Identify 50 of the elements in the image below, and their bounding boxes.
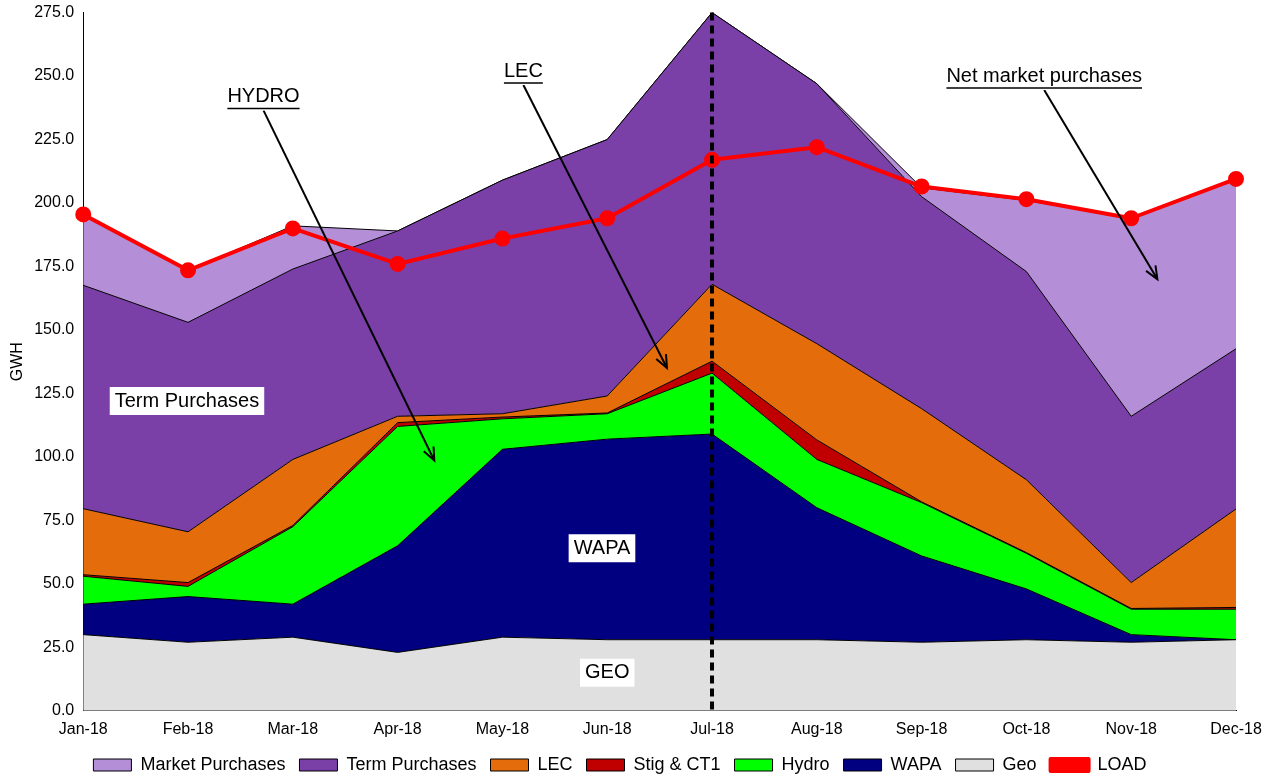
legend-label: WAPA (890, 753, 942, 774)
annotation: GEO (584, 660, 630, 683)
y-tick-label: 125.0 (34, 383, 75, 401)
legend-label: Geo (1002, 753, 1037, 774)
x-tick-label: Aug-18 (791, 719, 843, 737)
x-tick-label: May-18 (475, 719, 530, 737)
legend-label: Term Purchases (346, 753, 477, 774)
legend-label: Market Purchases (140, 753, 286, 774)
y-tick-label: 25.0 (43, 637, 75, 655)
legend-label: LEC (537, 753, 573, 774)
x-tick-label: Jun-18 (582, 719, 632, 737)
x-tick-label: Nov-18 (1105, 719, 1158, 737)
point (808, 139, 825, 156)
annotation: LEC (503, 58, 543, 81)
y-tick-label: 0.0 (51, 701, 75, 719)
annotation: WAPA (573, 535, 631, 558)
point (1018, 191, 1035, 208)
y-tick-label: 75.0 (43, 510, 75, 528)
y-tick-label: 100.0 (34, 447, 75, 465)
x-tick-label: Jan-18 (58, 719, 108, 737)
y-tick-label: 250.0 (34, 66, 75, 84)
legend-label: Stig & CT1 (633, 753, 721, 774)
point (599, 210, 616, 227)
point (494, 230, 511, 247)
annotation: Net market purchases (946, 63, 1143, 86)
point (75, 206, 92, 223)
annotation: HYDRO (227, 83, 300, 106)
point (284, 220, 301, 237)
y-tick-label: 225.0 (34, 129, 75, 147)
x-tick-label: Jul-18 (690, 719, 734, 737)
x-tick-label: Feb-18 (162, 719, 214, 737)
point (913, 178, 930, 195)
annotation: Term Purchases (114, 388, 260, 411)
x-tick-label: Apr-18 (373, 719, 422, 737)
x-tick-label: Oct-18 (1002, 719, 1051, 737)
y-tick-label: 275.0 (34, 3, 75, 21)
point (180, 262, 197, 279)
point (1123, 210, 1140, 227)
y-tick-label: 200.0 (34, 193, 75, 211)
x-tick-label: Dec-18 (1210, 719, 1262, 737)
y-tick-label: 150.0 (34, 320, 75, 338)
y-axis-title: GWH (8, 342, 26, 382)
legend-label: Hydro (781, 753, 830, 774)
point (389, 255, 406, 272)
y-tick-label: 50.0 (43, 574, 75, 592)
y-tick-label: 175.0 (34, 256, 75, 274)
point (1228, 170, 1244, 187)
x-tick-label: Sep-18 (895, 719, 948, 737)
x-tick-label: Mar-18 (267, 719, 319, 737)
legend-label: LOAD (1097, 753, 1147, 774)
